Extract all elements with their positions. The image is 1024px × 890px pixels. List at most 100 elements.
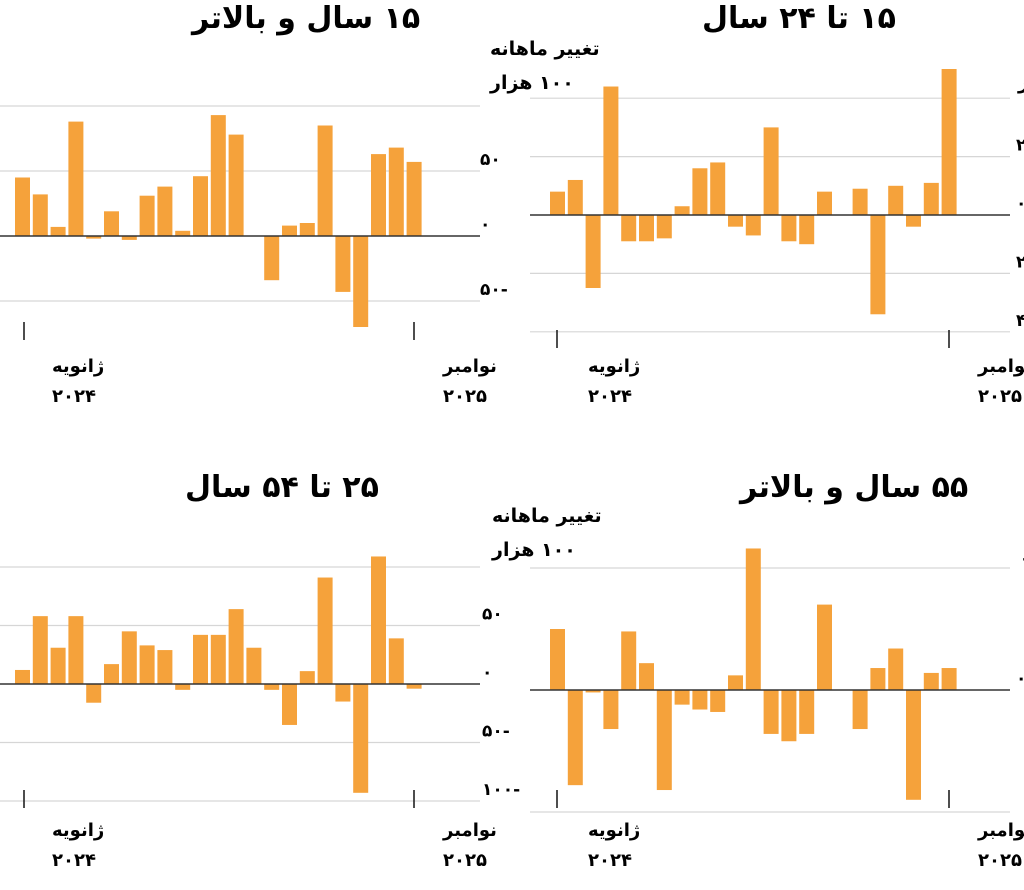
panel-4-bar xyxy=(710,690,726,712)
panel-4-bar xyxy=(639,663,654,690)
panel-4-x-start-month: ژانویه xyxy=(588,820,640,841)
panel-3-bar xyxy=(157,650,173,684)
panel-2-x-end-month: نوامبر xyxy=(977,356,1024,377)
panel-2-bar xyxy=(745,215,761,236)
panel-4-bar xyxy=(799,690,815,734)
panel-1-bar xyxy=(406,161,422,236)
panel-1-bar xyxy=(86,236,102,239)
panel-2-bar xyxy=(550,191,565,215)
panel-3-bar xyxy=(68,616,84,684)
panel-4-bar xyxy=(941,668,957,690)
panel-2-bar xyxy=(567,179,583,215)
panel-1-bar xyxy=(157,186,173,236)
panel-1-bar xyxy=(32,194,48,236)
panel-2-bar xyxy=(888,185,904,215)
panel-1-units-label: تغییر ماهانه xyxy=(490,38,600,60)
panel-3-bar xyxy=(406,684,422,689)
panel-4-bar xyxy=(603,690,619,730)
panel-1-bar xyxy=(317,125,333,236)
panel-1-y-tick-label: -۵۰ xyxy=(480,280,508,300)
panel-1-title: ۱۵ سال و بالاتر xyxy=(190,1,420,36)
panel-3-bar xyxy=(317,577,333,684)
panel-3-bar xyxy=(175,684,191,690)
panel-1-bar xyxy=(193,176,208,236)
panel-3-x-end-year: ۲۰۲۵ xyxy=(443,850,487,871)
panel-4-bar xyxy=(621,631,637,690)
panel-1-bar xyxy=(139,195,155,236)
panel-1-x-start-year: ۲۰۲۴ xyxy=(52,386,96,407)
panel-2-bar xyxy=(585,215,601,288)
panel-4-bar xyxy=(888,648,904,690)
panel-4-y-tick-label: ۰ xyxy=(1016,669,1024,689)
panel-2-bar xyxy=(870,215,886,315)
panel-1-bar xyxy=(15,177,30,236)
panel-2-x-end-year: ۲۰۲۵ xyxy=(978,386,1022,407)
panel-1-bar xyxy=(50,226,66,236)
panel-2-bar xyxy=(728,215,743,227)
panel-3-bar xyxy=(228,609,244,684)
panel-4-bar xyxy=(906,690,921,800)
panel-2-bar xyxy=(763,127,779,215)
panel-2-bar xyxy=(710,162,726,215)
panel-1-x-start-month: ژانویه xyxy=(52,356,104,377)
panel-3-bar xyxy=(246,647,262,684)
panel-1-x-end-month: نوامبر xyxy=(442,356,497,377)
panel-4-bar xyxy=(870,668,886,690)
panel-1-bar xyxy=(264,236,280,281)
panel-4-bar xyxy=(585,690,601,693)
panel-3-y-tick-label: ۵۰ xyxy=(482,605,503,625)
panel-4-bar xyxy=(763,690,779,734)
panel-2-bar xyxy=(941,69,957,215)
panel-3-bar xyxy=(371,556,386,684)
panel-1-units-scale: ۱۰۰ هزار xyxy=(489,72,574,94)
panel-4-bar xyxy=(817,604,832,690)
panel-4-title: ۵۵ سال و بالاتر xyxy=(738,470,968,505)
panel-2-y-tick-label: -۴۰ xyxy=(1016,311,1024,331)
panel-3-bar xyxy=(32,616,48,684)
panel-3-y-tick-label: -۵۰ xyxy=(482,722,510,742)
panel-3-units-scale: ۱۰۰ هزار xyxy=(491,539,576,561)
panel-2-bar xyxy=(906,215,921,227)
panel-3-x-start-year: ۲۰۲۴ xyxy=(52,850,96,871)
panel-4-x-end-year: ۲۰۲۵ xyxy=(978,850,1022,871)
panel-1-bar xyxy=(299,223,315,236)
panel-3-title: ۲۵ تا ۵۴ سال xyxy=(185,470,379,505)
panel-1-x-end-year: ۲۰۲۵ xyxy=(443,386,487,407)
panel-3-bar xyxy=(139,645,155,684)
panel-2-bar xyxy=(621,215,637,242)
panel-2-bar xyxy=(817,191,832,215)
panel-2-y-tick-label: -۲۰ xyxy=(1016,252,1024,272)
panel-1-bar xyxy=(335,236,351,292)
panel-4-bar xyxy=(923,672,939,690)
panel-3-bar xyxy=(353,684,369,793)
panel-1-bar xyxy=(228,134,244,236)
panel-2-units-scale: ۴۰ هزار xyxy=(1017,72,1024,94)
panel-4-bar xyxy=(745,548,761,690)
panel-1-bar xyxy=(121,236,137,240)
panel-2-bar xyxy=(852,188,868,215)
panel-1-bar xyxy=(68,121,84,236)
panel-1-bar xyxy=(104,211,119,236)
panel-3-bar xyxy=(121,631,137,684)
panel-3-bar xyxy=(388,638,404,684)
panel-4-bar xyxy=(728,675,743,690)
panel-3-bar xyxy=(193,634,208,684)
panel-1-y-tick-label: ۰ xyxy=(480,215,490,235)
panel-4-bar xyxy=(692,690,708,710)
panel-3-bar xyxy=(264,684,280,690)
panel-1-bar xyxy=(210,115,226,236)
panel-2-bar xyxy=(603,86,619,216)
panel-2-bar xyxy=(674,206,690,215)
panel-4-bar xyxy=(567,690,583,786)
panel-3-bar xyxy=(210,634,226,684)
panel-2-x-start-month: ژانویه xyxy=(588,356,640,377)
panel-2-bar xyxy=(781,215,797,242)
panel-1-bar xyxy=(282,225,297,236)
panel-3-bar xyxy=(86,684,102,703)
panel-4-bar xyxy=(781,690,797,742)
panel-3-bar xyxy=(282,684,297,725)
panel-4-bar xyxy=(674,690,690,705)
panel-1-y-tick-label: ۵۰ xyxy=(480,150,501,170)
panel-1-bar xyxy=(371,154,386,236)
